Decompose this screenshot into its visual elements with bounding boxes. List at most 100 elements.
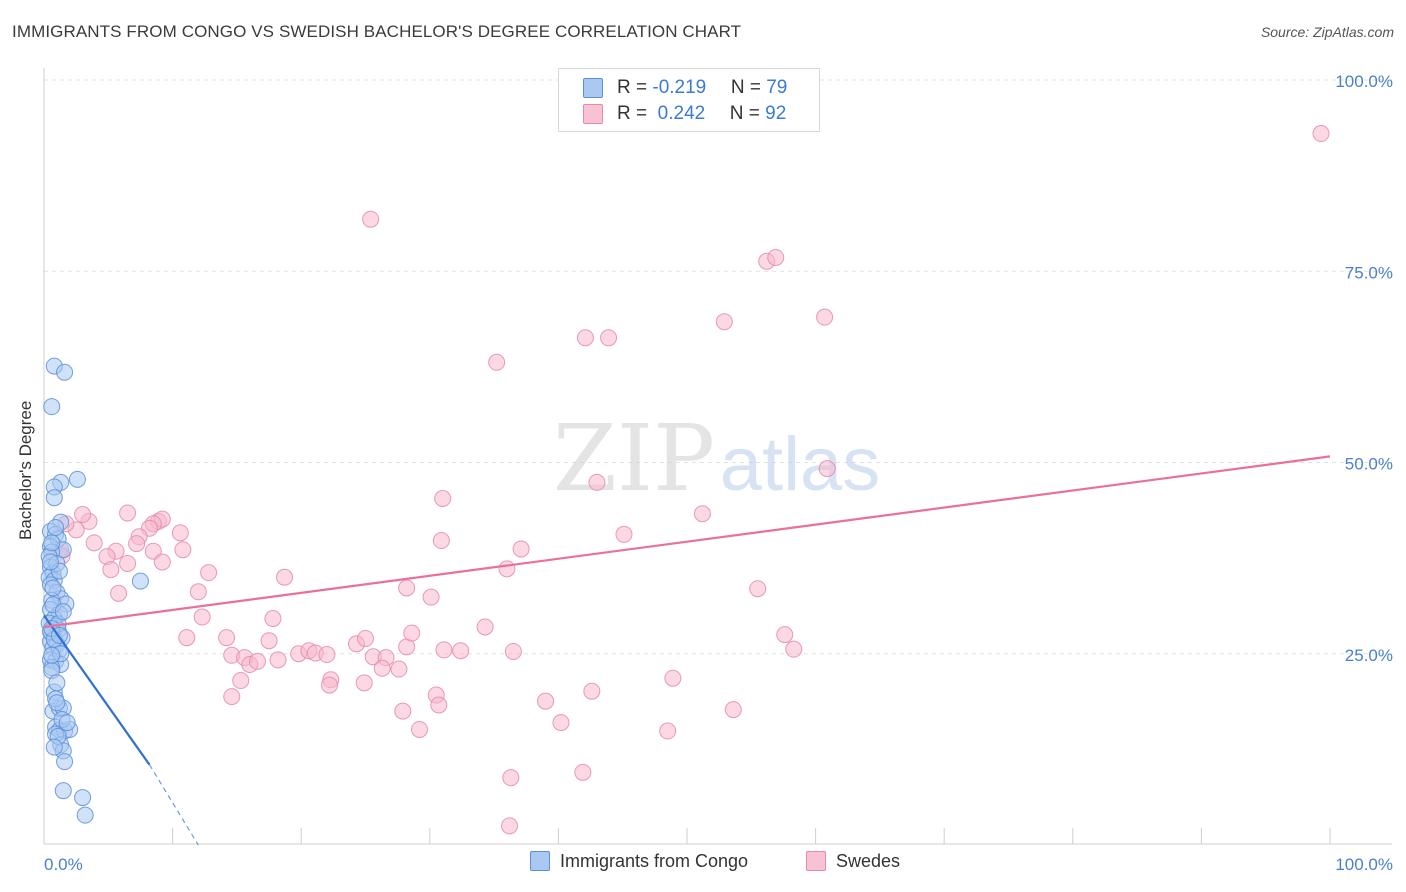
swedes-point xyxy=(574,763,592,781)
legend-item-congo: Immigrants from Congo xyxy=(530,851,748,872)
watermark-zip: ZIP xyxy=(553,405,715,512)
swedes-point xyxy=(600,329,618,347)
swedes-point xyxy=(320,676,338,694)
congo-point xyxy=(47,519,65,537)
swedes-point xyxy=(318,646,336,664)
congo-trend-line xyxy=(43,614,151,766)
swedes-point xyxy=(174,541,192,559)
congo-point xyxy=(56,363,74,381)
legend-label: Swedes xyxy=(836,851,901,871)
swedes-point xyxy=(724,701,742,719)
swedes-point xyxy=(390,660,408,678)
swedes-point xyxy=(110,584,128,602)
swedes-point xyxy=(715,313,733,331)
swedes-point xyxy=(767,248,785,266)
swedes-point xyxy=(119,554,137,572)
swedes-point xyxy=(153,553,171,571)
swedes-point xyxy=(422,588,440,606)
swedes-point xyxy=(776,626,794,644)
swedes-point xyxy=(357,629,374,647)
legend-swatch-pink xyxy=(806,851,826,871)
legend-swatch-pink xyxy=(583,104,603,124)
swedes-point xyxy=(430,696,448,714)
swedes-point xyxy=(102,561,120,579)
congo-point xyxy=(43,534,61,552)
legend-r-label: R = xyxy=(617,103,653,124)
swedes-point xyxy=(171,524,189,542)
swedes-point xyxy=(659,722,677,740)
trend-lines xyxy=(43,455,1331,846)
congo-point xyxy=(58,714,76,732)
swedes-point xyxy=(119,504,137,522)
swedes-point xyxy=(178,629,196,647)
congo-point xyxy=(43,646,61,664)
watermark: ZIP atlas xyxy=(553,405,880,512)
swedes-point xyxy=(434,489,452,507)
swedes-point xyxy=(693,505,711,523)
swedes-point xyxy=(476,618,494,636)
swedes-point xyxy=(74,506,92,524)
axes xyxy=(43,68,1392,845)
swedes-point xyxy=(394,702,412,720)
swedes-point xyxy=(218,629,236,647)
swedes-point xyxy=(264,610,282,628)
congo-trend-extension xyxy=(148,764,199,846)
congo-point xyxy=(43,398,61,416)
swedes-point xyxy=(128,535,146,553)
swedes-point xyxy=(232,672,250,690)
congo-point xyxy=(68,470,86,488)
swedes-point xyxy=(749,580,767,598)
swedes-points xyxy=(52,125,1330,835)
congo-point xyxy=(56,753,74,771)
congo-point xyxy=(48,674,66,692)
congo-point xyxy=(45,738,63,756)
legend-swatch-blue xyxy=(530,851,550,871)
congo-point xyxy=(54,782,72,800)
swedes-point xyxy=(373,659,391,677)
y-tick-label: 100.0% xyxy=(1335,72,1393,91)
swedes-point xyxy=(488,353,506,371)
swedes-point xyxy=(501,817,519,835)
swedes-point xyxy=(576,329,594,347)
y-tick-label: 25.0% xyxy=(1345,646,1393,665)
congo-point xyxy=(44,579,62,597)
congo-point xyxy=(45,489,63,507)
swedes-point xyxy=(248,652,266,670)
tick-labels: 100.0% 75.0% 50.0% 25.0% 0.0% 100.0% xyxy=(44,72,1393,874)
source-label: Source: ZipAtlas.com xyxy=(1260,24,1394,40)
congo-points xyxy=(40,357,149,824)
legend-n-label: N = xyxy=(730,77,767,98)
swedes-point xyxy=(260,632,278,650)
x-tick-label: 0.0% xyxy=(44,855,83,874)
congo-point xyxy=(76,806,94,824)
congo-point xyxy=(41,553,59,571)
chart-title: IMMIGRANTS FROM CONGO VS SWEDISH BACHELO… xyxy=(12,22,742,41)
legend-r-value: 0.242 xyxy=(652,103,706,124)
swedes-point xyxy=(193,608,211,626)
swedes-point xyxy=(432,532,450,550)
legend-r-value: -0.219 xyxy=(652,77,707,98)
swedes-point xyxy=(588,473,606,491)
swedes-point xyxy=(552,714,570,732)
swedes-point xyxy=(512,540,530,558)
congo-point xyxy=(74,789,92,807)
y-axis-label: Bachelor's Degree xyxy=(16,400,35,540)
y-tick-label: 50.0% xyxy=(1345,455,1393,474)
swedes-point xyxy=(502,769,520,787)
swedes-point xyxy=(615,525,633,543)
congo-point xyxy=(54,603,72,621)
y-tick-label: 75.0% xyxy=(1345,263,1393,282)
swedes-point xyxy=(398,579,416,597)
swedes-point xyxy=(362,210,380,228)
swedes-point xyxy=(664,669,682,687)
swedes-point xyxy=(403,624,421,642)
swedes-point xyxy=(411,720,429,738)
swedes-point xyxy=(537,692,555,710)
swedes-point xyxy=(504,642,522,660)
legend-n-value: 79 xyxy=(766,77,788,98)
legend-r-label: R = xyxy=(617,77,653,98)
legend-n-value: 92 xyxy=(765,103,787,124)
legend-label: Immigrants from Congo xyxy=(560,851,749,871)
swedes-point xyxy=(189,583,207,601)
